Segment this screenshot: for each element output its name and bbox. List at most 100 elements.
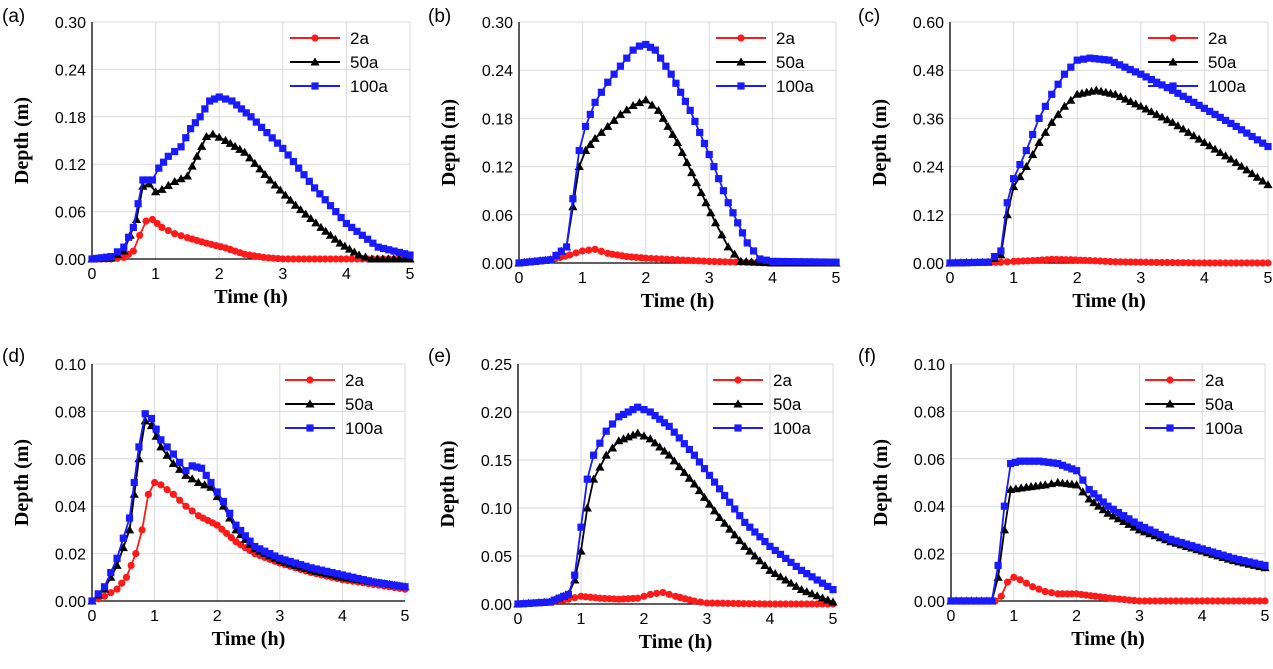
- data-point-50a: [176, 174, 186, 183]
- data-point-50a: [1152, 109, 1162, 118]
- data-point-2a: [1116, 258, 1125, 266]
- data-point-100a: [1135, 521, 1143, 529]
- data-point-100a: [328, 568, 336, 577]
- data-point-100a: [241, 532, 249, 540]
- data-point-100a: [370, 578, 378, 586]
- data-point-100a: [1079, 55, 1088, 63]
- data-point-50a: [1034, 137, 1044, 146]
- data-point-50a: [206, 482, 216, 491]
- data-point-100a: [1250, 559, 1259, 567]
- data-point-100a: [1126, 65, 1134, 74]
- data-point-100a: [1151, 528, 1159, 536]
- data-point-50a: [817, 593, 828, 602]
- data-point-2a: [1198, 597, 1206, 605]
- data-point-2a: [1240, 597, 1248, 605]
- data-point-100a: [1224, 553, 1232, 561]
- data-point-50a: [770, 569, 780, 578]
- y-tick-label: 0.06: [55, 452, 86, 469]
- y-axis-title: Depth (m): [438, 99, 460, 186]
- data-point-50a: [582, 503, 592, 512]
- data-point-2a: [695, 257, 703, 265]
- legend-label: 2a: [350, 29, 369, 48]
- data-point-50a: [124, 525, 135, 534]
- legend-label: 50a: [1205, 395, 1234, 414]
- data-point-100a: [736, 512, 744, 520]
- series-100a: [88, 93, 414, 263]
- data-point-100a: [1030, 457, 1038, 465]
- data-point-100a: [297, 561, 305, 569]
- x-tick-label: 4: [338, 608, 347, 625]
- data-point-50a: [1210, 144, 1220, 153]
- data-point-100a: [1114, 508, 1123, 517]
- y-tick-label: 0.24: [913, 160, 944, 177]
- data-point-100a: [246, 537, 254, 545]
- legend-entry-2a: 2a: [290, 29, 369, 48]
- data-point-50a: [200, 480, 210, 489]
- data-point-100a: [1010, 175, 1018, 183]
- data-point-2a: [164, 226, 172, 235]
- data-point-100a: [721, 491, 729, 500]
- legend-label: 50a: [1208, 53, 1237, 72]
- data-point-100a: [93, 254, 101, 263]
- x-axis-title: Time (h): [214, 286, 288, 308]
- data-point-100a: [787, 558, 795, 566]
- data-point-50a: [609, 115, 619, 124]
- data-point-2a: [734, 599, 743, 608]
- data-point-2a: [659, 588, 667, 597]
- y-axis-title: Depth (m): [11, 97, 33, 184]
- data-point-50a: [208, 129, 218, 138]
- legend-entry-2a: 2a: [285, 371, 364, 390]
- data-point-50a: [192, 151, 202, 160]
- y-tick-label: 0.24: [55, 62, 86, 79]
- data-point-50a: [725, 524, 735, 533]
- data-point-100a: [1243, 129, 1251, 137]
- data-point-100a: [164, 152, 172, 160]
- legend-entry-100a: 100a: [1145, 419, 1243, 438]
- data-point-100a: [374, 243, 382, 251]
- y-tick-label: 0.00: [913, 256, 944, 273]
- data-point-50a: [1134, 525, 1144, 534]
- data-point-100a: [232, 521, 240, 529]
- data-point-100a: [141, 410, 149, 418]
- data-point-100a: [353, 227, 361, 235]
- data-point-2a: [679, 256, 687, 264]
- data-point-2a: [1200, 259, 1208, 267]
- data-point-100a: [1163, 84, 1171, 92]
- y-axis-title: Depth (m): [437, 440, 459, 527]
- y-tick-label: 0.48: [913, 63, 944, 80]
- data-point-2a: [792, 600, 800, 608]
- data-point-100a: [665, 422, 673, 430]
- data-point-100a: [332, 208, 340, 216]
- data-point-100a: [348, 223, 356, 231]
- data-point-100a: [215, 93, 223, 101]
- data-point-50a: [1059, 101, 1070, 110]
- data-point-100a: [590, 451, 598, 459]
- data-point-50a: [1236, 161, 1247, 170]
- legend-marker: [1169, 82, 1177, 90]
- data-point-100a: [349, 573, 357, 581]
- data-point-100a: [219, 497, 228, 506]
- data-point-100a: [790, 258, 798, 266]
- data-point-100a: [805, 258, 814, 266]
- data-point-100a: [401, 583, 409, 591]
- data-point-2a: [713, 599, 722, 607]
- data-point-100a: [634, 403, 642, 411]
- y-tick-label: 0.60: [913, 15, 944, 32]
- data-point-100a: [390, 581, 399, 589]
- data-point-100a: [761, 538, 769, 546]
- data-point-2a: [1184, 259, 1193, 267]
- data-point-100a: [281, 556, 289, 564]
- x-tick-label: 5: [1264, 270, 1273, 287]
- data-point-2a: [1224, 597, 1232, 605]
- data-point-2a: [1169, 258, 1177, 267]
- data-point-2a: [665, 590, 673, 599]
- data-point-100a: [756, 255, 764, 263]
- data-point-2a: [1086, 256, 1094, 265]
- data-point-100a: [176, 458, 184, 466]
- data-point-2a: [1121, 258, 1130, 266]
- data-point-100a: [591, 98, 599, 106]
- data-point-2a: [1047, 589, 1056, 597]
- data-point-100a: [602, 427, 610, 435]
- data-point-100a: [1011, 458, 1019, 466]
- y-tick-label: 0.12: [482, 160, 513, 177]
